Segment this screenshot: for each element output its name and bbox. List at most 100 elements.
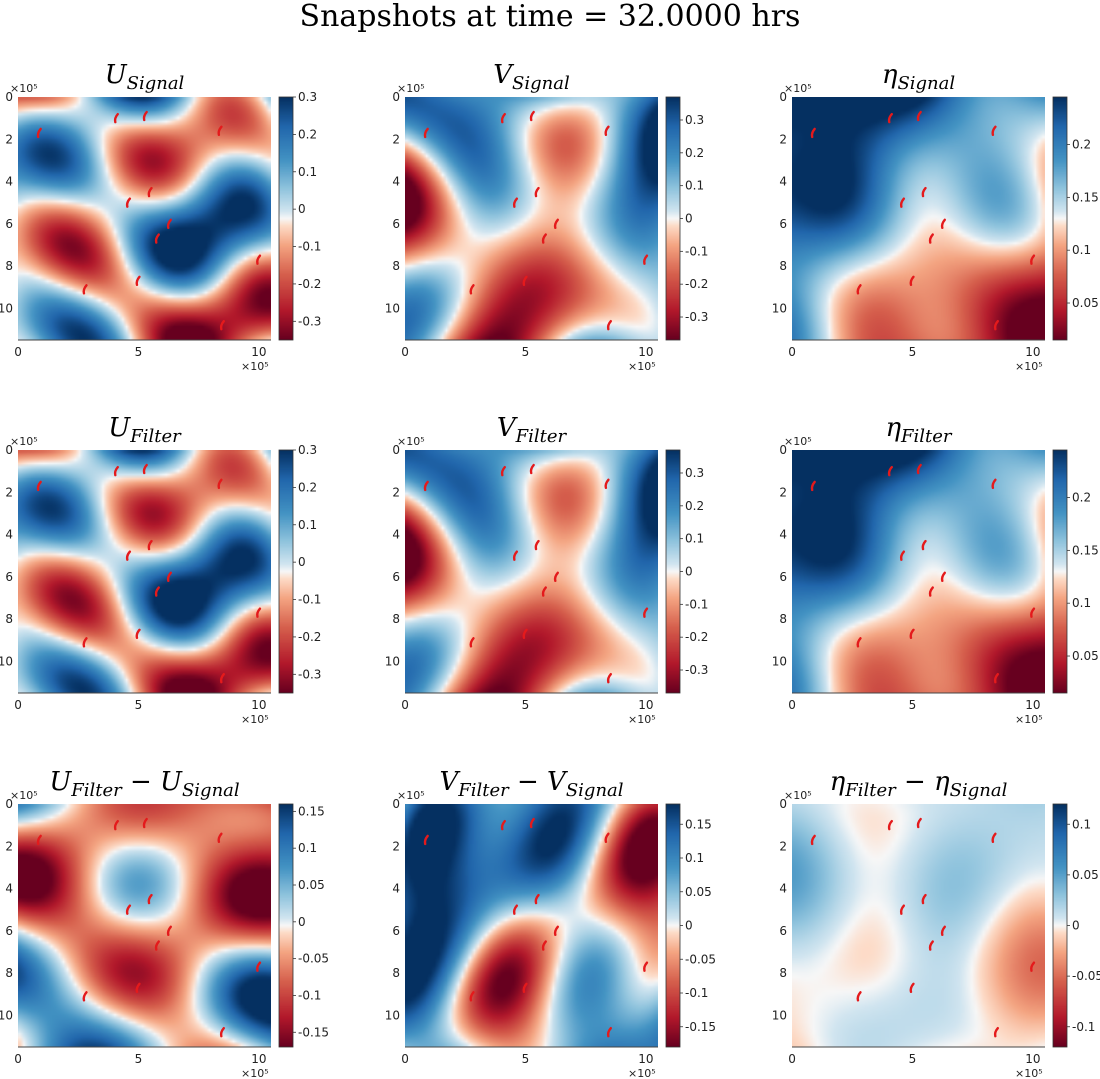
heatmap-image [405, 804, 658, 1047]
colorbar-tick-label: -0.05 [685, 952, 716, 966]
observation-marker [423, 834, 429, 846]
y-tick-label: 10 [0, 301, 13, 315]
observation-marker [217, 832, 223, 844]
colorbar-tick-label: 0.05 [685, 885, 712, 899]
observation-marker [154, 233, 160, 244]
observation-marker [810, 127, 816, 139]
y-tick-label: 6 [392, 217, 400, 231]
observation-marker [1030, 961, 1036, 972]
colorbar-tick-label: -0.1 [685, 244, 708, 258]
colorbar-tick-label: 0 [298, 202, 306, 216]
colorbar-tick-label: -0.2 [298, 630, 321, 644]
observation-marker [529, 463, 535, 475]
y-tick-label: 8 [392, 966, 400, 980]
y-tick-label: 6 [5, 924, 13, 938]
colorbar-tick-label: -0.3 [685, 663, 708, 677]
y-tick-label: 8 [392, 259, 400, 273]
observation-marker [154, 586, 160, 597]
observation-marker [142, 110, 148, 122]
y-tick-label: 4 [779, 528, 787, 542]
x-axis-multiplier: ×10⁵ [241, 713, 269, 726]
colorbar-tick-label: 0.1 [1072, 243, 1091, 257]
x-tick-label: 5 [522, 345, 530, 359]
observation-marker [810, 834, 816, 846]
observation-marker [36, 834, 42, 846]
y-tick-label: 0 [5, 797, 13, 811]
observation-marker [135, 628, 141, 640]
colorbar-tick-label: 0.1 [298, 518, 317, 532]
colorbar-tick-label: -0.05 [298, 952, 329, 966]
observation-marker [916, 817, 922, 829]
y-tick-label: 6 [779, 924, 787, 938]
observation-marker [991, 125, 997, 137]
observation-marker [887, 112, 893, 124]
y-tick-label: 0 [5, 443, 13, 457]
colorbar-tick-label: 0.1 [685, 179, 704, 193]
colorbar-tick-label: 0 [685, 565, 693, 579]
y-axis-multiplier: ×10⁵ [397, 82, 425, 95]
colorbar [666, 450, 680, 693]
observation-marker [541, 233, 547, 244]
colorbar-tick-label: 0.15 [685, 817, 712, 831]
colorbar-tick-label: -0.1 [298, 593, 321, 607]
colorbar-tick-label: 0 [1072, 919, 1080, 933]
y-tick-label: 6 [779, 570, 787, 584]
x-tick-label: 0 [14, 1052, 22, 1066]
y-tick-label: 0 [392, 90, 400, 104]
observation-marker [909, 275, 915, 287]
colorbar-tick-label: 0.2 [685, 146, 704, 160]
observation-marker [541, 940, 547, 951]
observation-marker [113, 112, 119, 124]
observation-marker [991, 478, 997, 490]
heatmap-image [18, 804, 271, 1047]
x-tick-label: 0 [401, 1052, 409, 1066]
colorbar-tick-label: -0.3 [298, 314, 321, 328]
y-tick-label: 2 [5, 839, 13, 853]
y-tick-label: 8 [5, 966, 13, 980]
observation-marker [1030, 607, 1036, 618]
colorbar-tick-label: 0.1 [1072, 817, 1091, 831]
colorbar-tick-label: -0.3 [685, 310, 708, 324]
observation-marker [856, 637, 862, 648]
observation-marker [643, 607, 649, 618]
y-tick-label: 10 [385, 1008, 400, 1022]
observation-marker [940, 571, 946, 582]
observation-marker [643, 961, 649, 972]
colorbar [1053, 97, 1067, 340]
colorbar [666, 804, 680, 1047]
observation-marker [810, 480, 816, 492]
y-tick-label: 4 [392, 528, 400, 542]
x-tick-label: 10 [251, 698, 266, 712]
y-tick-label: 4 [392, 175, 400, 189]
colorbar-tick-label: 0.1 [685, 532, 704, 546]
observation-marker [423, 480, 429, 492]
heatmap-image [792, 450, 1045, 693]
y-tick-label: 6 [392, 570, 400, 584]
heatmap-image [405, 97, 658, 340]
x-axis-multiplier: ×10⁵ [1015, 360, 1043, 373]
colorbar-tick-label: 0.15 [1072, 190, 1099, 204]
observation-marker [899, 197, 906, 208]
y-tick-label: 4 [5, 882, 13, 896]
y-tick-label: 0 [779, 797, 787, 811]
y-tick-label: 0 [392, 797, 400, 811]
colorbar [279, 97, 293, 340]
y-axis-multiplier: ×10⁵ [397, 789, 425, 802]
observation-marker [993, 320, 1000, 331]
observation-marker [522, 628, 528, 640]
x-axis-multiplier: ×10⁵ [628, 360, 656, 373]
colorbar-tick-label: -0.1 [685, 986, 708, 1000]
y-tick-label: 8 [5, 612, 13, 626]
colorbar-tick-label: -0.05 [1072, 969, 1100, 983]
observation-marker [529, 110, 535, 122]
x-tick-label: 10 [1025, 1052, 1040, 1066]
y-tick-label: 6 [779, 217, 787, 231]
observation-marker [113, 465, 119, 477]
observation-marker [469, 991, 475, 1002]
